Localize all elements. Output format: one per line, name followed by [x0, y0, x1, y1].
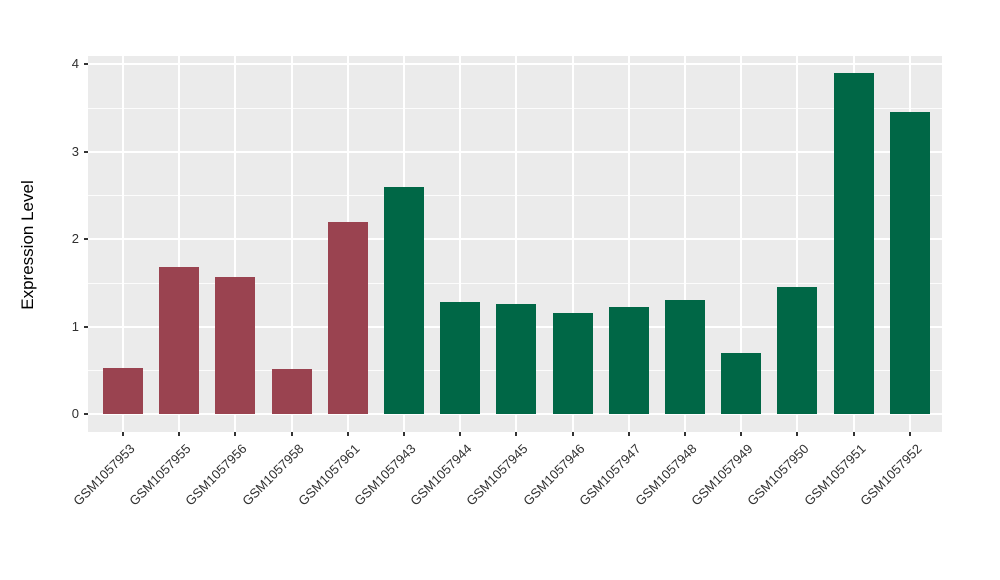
- bar: [384, 186, 424, 414]
- gridline-major: [88, 413, 942, 415]
- gridline-vertical: [627, 56, 630, 432]
- y-tick-label: 1: [71, 318, 79, 334]
- gridline-vertical: [515, 56, 518, 432]
- gridline-minor: [88, 107, 942, 109]
- x-tick-mark: [290, 432, 293, 436]
- x-tick-label: GSM1057958: [238, 441, 307, 509]
- bar: [496, 303, 537, 414]
- gridline-vertical: [459, 56, 462, 432]
- bar: [440, 302, 481, 414]
- gridline-minor: [88, 195, 942, 197]
- gridline-vertical: [178, 56, 181, 432]
- y-tick-mark: [84, 413, 88, 415]
- x-tick-mark: [122, 432, 124, 436]
- gridline-vertical: [234, 56, 237, 432]
- gridline-vertical: [684, 56, 686, 432]
- y-axis-title: Expression Level: [18, 180, 37, 310]
- x-tick-label: GSM1057948: [632, 441, 700, 509]
- gridline-vertical: [122, 56, 124, 432]
- x-tick-mark: [515, 432, 518, 436]
- x-tick-label: GSM1057947: [576, 441, 644, 509]
- x-tick-mark: [740, 432, 743, 436]
- x-tick-label: GSM1057955: [126, 441, 194, 509]
- x-tick-mark: [459, 432, 462, 436]
- gridline-major: [88, 150, 942, 153]
- x-tick-mark: [571, 432, 574, 436]
- x-tick-mark: [403, 432, 405, 436]
- x-tick-mark: [796, 432, 799, 436]
- x-tick-mark: [908, 432, 911, 436]
- x-tick-label: GSM1057952: [857, 441, 925, 509]
- bar: [159, 267, 200, 414]
- x-tick-label: GSM1057961: [295, 441, 363, 509]
- x-tick-mark: [852, 432, 855, 436]
- bar: [833, 72, 874, 414]
- x-tick-label: GSM1057953: [70, 441, 138, 509]
- bar: [103, 367, 143, 414]
- bar: [721, 352, 762, 414]
- y-tick-mark: [84, 150, 88, 153]
- x-tick-mark: [234, 432, 237, 436]
- bar: [608, 307, 649, 414]
- gridline-vertical: [740, 56, 743, 432]
- gridline-vertical: [796, 56, 799, 432]
- y-tick-label: 4: [71, 56, 79, 71]
- y-tick-mark: [84, 63, 88, 65]
- gridline-vertical: [290, 56, 293, 432]
- bar: [271, 368, 312, 414]
- x-tick-mark: [178, 432, 181, 436]
- x-tick-mark: [684, 432, 686, 436]
- y-tick-mark: [84, 238, 88, 240]
- plot-panel: [88, 56, 942, 432]
- gridline-major: [88, 238, 942, 240]
- y-tick-mark: [84, 325, 88, 328]
- bar: [889, 112, 930, 414]
- x-tick-label: GSM1057951: [800, 441, 869, 509]
- x-tick-label: GSM1057943: [351, 441, 419, 509]
- x-tick-mark: [627, 432, 630, 436]
- x-tick-label: GSM1057950: [744, 441, 812, 509]
- gridline-major: [88, 63, 942, 65]
- bar: [665, 300, 705, 414]
- bar: [215, 276, 256, 414]
- bar: [777, 287, 818, 414]
- x-tick-label: GSM1057946: [519, 441, 588, 509]
- y-tick-label: 0: [71, 406, 79, 421]
- bar: [552, 312, 593, 414]
- x-tick-label: GSM1057956: [182, 441, 250, 509]
- y-tick-label: 3: [71, 143, 79, 159]
- x-tick-label: GSM1057949: [688, 441, 756, 509]
- x-tick-mark: [346, 432, 349, 436]
- y-tick-label: 2: [71, 231, 79, 246]
- gridline-vertical: [571, 56, 574, 432]
- x-tick-label: GSM1057944: [407, 441, 475, 509]
- gridline-minor: [88, 282, 942, 284]
- bar: [327, 221, 368, 414]
- x-tick-label: GSM1057945: [463, 441, 531, 509]
